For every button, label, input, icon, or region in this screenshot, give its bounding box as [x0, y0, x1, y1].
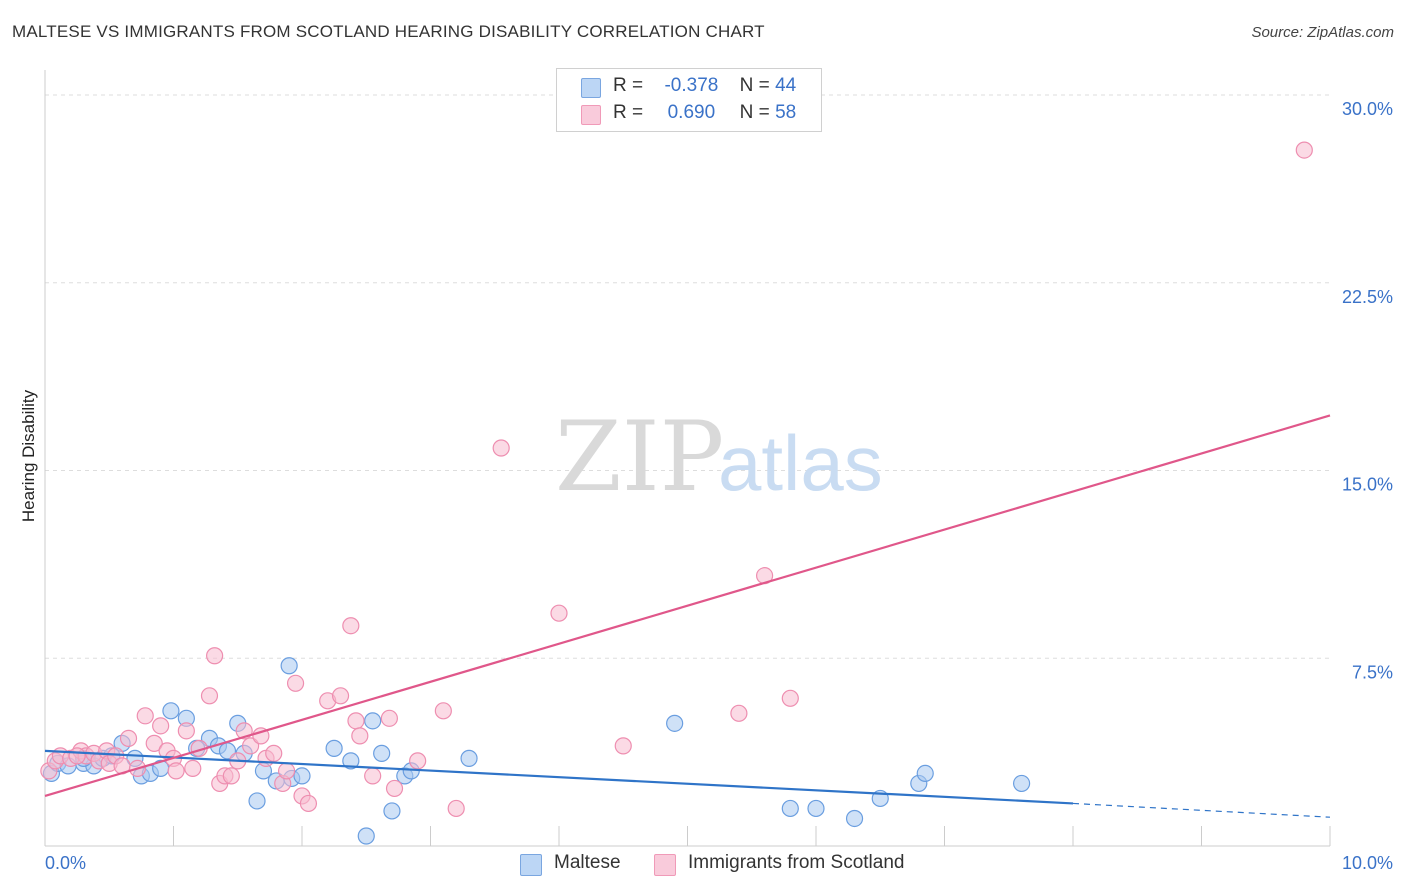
x-tick-label: 0.0%: [45, 853, 86, 873]
y-tick-label: 7.5%: [1352, 662, 1393, 682]
bottom-legend-label-maltese: Maltese: [554, 852, 621, 873]
y-tick-label: 15.0%: [1342, 475, 1393, 495]
data-point: [145, 734, 163, 752]
data-point: [68, 747, 86, 765]
x-tick-label: 10.0%: [1342, 853, 1393, 873]
data-point: [781, 689, 799, 707]
stats-legend: R = -0.378 N = 44 R = 0.690 N = 58: [556, 68, 822, 132]
data-point: [248, 792, 266, 810]
data-point: [383, 802, 401, 820]
legend-r-label: R =: [613, 75, 644, 96]
data-point: [380, 709, 398, 727]
data-point: [293, 767, 311, 785]
data-point: [807, 799, 825, 818]
legend-n-value: 44: [775, 75, 797, 96]
data-point: [357, 827, 375, 845]
watermark-atlas: atlas: [718, 419, 883, 507]
data-point: [162, 702, 180, 720]
legend-swatch-scotland: [581, 105, 601, 125]
chart-title: MALTESE VS IMMIGRANTS FROM SCOTLAND HEAR…: [12, 22, 765, 41]
bottom-legend-swatch-scotland: [654, 854, 676, 876]
data-point: [277, 762, 296, 780]
data-point: [331, 687, 350, 705]
data-point: [342, 752, 360, 770]
bottom-legend-label-scotland: Immigrants from Scotland: [688, 852, 905, 873]
legend-r-value: 0.690: [667, 102, 716, 123]
data-point: [351, 727, 369, 745]
data-point: [347, 712, 365, 730]
data-point: [373, 744, 391, 762]
trend-line-extension: [1072, 802, 1331, 818]
axes: [44, 70, 1331, 847]
legend-n-label: N =: [739, 102, 770, 123]
data-point: [286, 674, 305, 692]
source-label: Source: ZipAtlas.com: [1251, 24, 1394, 41]
data-point: [152, 717, 170, 735]
data-point: [206, 647, 224, 665]
data-point: [460, 749, 478, 767]
data-point: [177, 722, 195, 740]
data-point: [1012, 774, 1031, 793]
data-point: [325, 739, 343, 757]
legend-n-label: N =: [739, 75, 770, 96]
data-point: [265, 744, 283, 762]
data-point: [492, 439, 510, 457]
data-point: [222, 767, 240, 785]
data-point: [614, 737, 632, 755]
data-point: [916, 764, 934, 783]
data-point: [342, 617, 360, 635]
trend-lines: [44, 414, 1331, 818]
data-point: [280, 657, 298, 675]
data-point: [385, 779, 404, 798]
legend-n-value: 58: [775, 102, 797, 123]
watermark-zip: ZIP: [555, 401, 724, 513]
data-point: [364, 712, 382, 730]
data-point: [136, 707, 154, 725]
data-point: [167, 762, 185, 780]
y-tick-label: 30.0%: [1342, 99, 1393, 119]
data-point: [299, 794, 318, 813]
data-point: [447, 799, 465, 818]
bottom-legend-swatch-maltese: [520, 854, 542, 876]
data-point: [730, 704, 748, 722]
y-tick-label: 22.5%: [1342, 287, 1393, 307]
data-point: [409, 752, 427, 770]
legend-r-value: -0.378: [664, 75, 719, 96]
data-point: [781, 799, 799, 818]
data-point: [1295, 141, 1313, 159]
watermark: ZIP atlas: [555, 401, 883, 513]
y-axis-label: Hearing Disability: [19, 389, 38, 522]
data-point: [119, 729, 138, 747]
tick-labels: 7.5% 15.0% 22.5% 30.0% 0.0% 10.0%: [45, 99, 1393, 873]
data-point: [550, 604, 568, 622]
scotland-points: [40, 141, 1313, 818]
data-point: [434, 702, 452, 720]
legend-swatch-maltese: [581, 78, 601, 98]
data-point: [845, 809, 864, 828]
data-point: [364, 767, 382, 785]
data-point: [200, 687, 219, 705]
legend-r-label: R =: [613, 102, 644, 123]
trend-line: [44, 749, 1074, 805]
data-point: [666, 714, 684, 732]
data-point: [184, 759, 202, 778]
grid-lines: [45, 94, 1330, 659]
trend-line: [44, 414, 1331, 797]
data-point: [242, 737, 260, 755]
